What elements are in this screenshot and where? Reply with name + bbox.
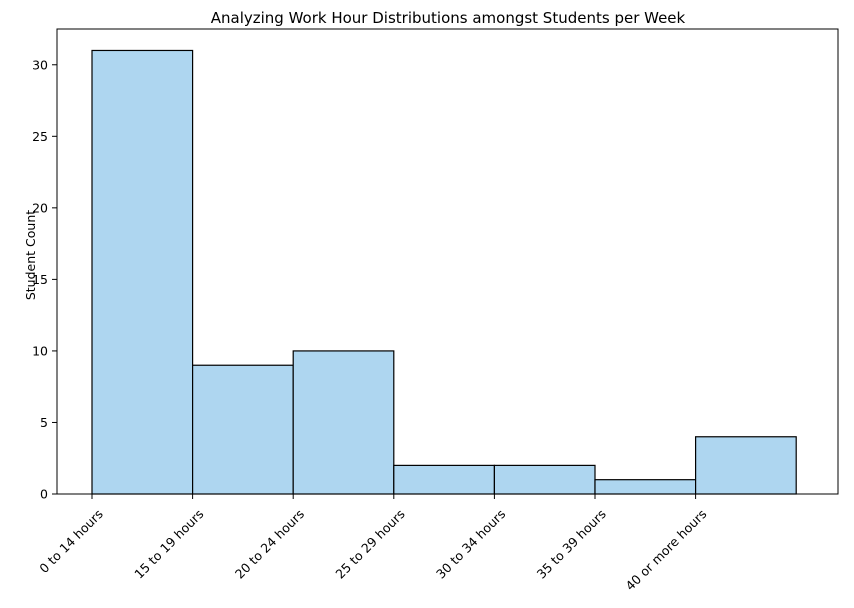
chart-title: Analyzing Work Hour Distributions amongs… [211, 9, 686, 27]
x-tick-label-4: 30 to 34 hours [433, 506, 508, 581]
y-tick-label-2: 10 [32, 343, 48, 358]
bar-1 [192, 364, 294, 495]
plot-frame [56, 28, 839, 495]
y-axis: 0 5 10 15 20 25 30 [32, 57, 57, 502]
x-tick-label-0: 0 to 14 hours [36, 506, 106, 576]
x-tick-label-2: 20 to 24 hours [232, 506, 307, 581]
x-axis: 0 to 14 hours 15 to 19 hours 20 to 24 hour… [36, 494, 710, 593]
y-tick-label-3: 15 [32, 272, 48, 287]
bar-3 [393, 464, 495, 495]
bar-4 [493, 464, 596, 495]
y-tick-label-6: 30 [32, 57, 48, 72]
x-tick-label-1: 15 to 19 hours [131, 506, 206, 581]
y-tick-label-1: 5 [40, 415, 48, 430]
bars-group [91, 49, 797, 495]
x-tick-label-3: 25 to 29 hours [332, 506, 407, 581]
bar-0 [91, 49, 194, 495]
y-tick-label-0: 0 [40, 487, 48, 502]
x-tick-label-6: 40 or more hours [622, 506, 709, 593]
y-tick-label-4: 20 [32, 200, 48, 215]
y-tick-label-5: 25 [32, 129, 48, 144]
x-tick-label-5: 35 to 39 hours [534, 506, 609, 581]
bar-6 [694, 436, 797, 495]
bar-2 [292, 350, 395, 495]
bar-5 [594, 479, 697, 495]
y-axis-label: Student Count [23, 210, 38, 300]
